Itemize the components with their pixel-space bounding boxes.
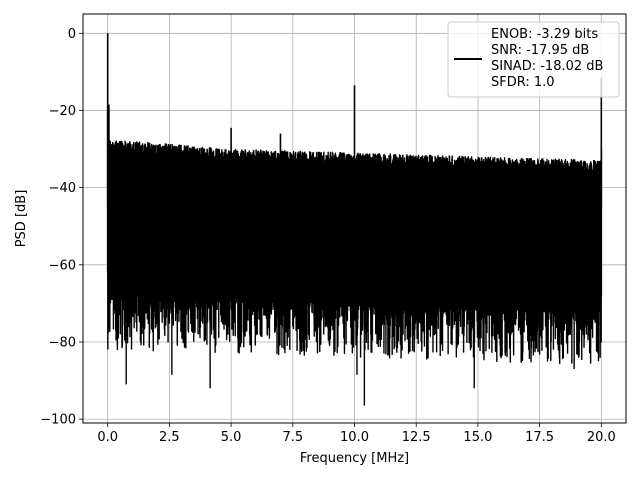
x-tick-label: 12.5 <box>402 430 431 445</box>
x-tick-label: 20.0 <box>587 430 616 445</box>
legend-entry: SFDR: 1.0 <box>491 75 555 90</box>
plot-area <box>106 33 603 406</box>
legend-entry: ENOB: -3.29 bits <box>491 27 598 42</box>
y-tick-label: −80 <box>49 335 76 350</box>
y-tick-label: −60 <box>49 258 76 273</box>
legend-entry: SNR: -17.95 dB <box>491 43 589 58</box>
x-axis-label: Frequency [MHz] <box>300 451 409 466</box>
y-tick-label: −40 <box>49 181 76 196</box>
x-tick-label: 10.0 <box>340 430 369 445</box>
x-tick-label: 15.0 <box>463 430 492 445</box>
y-tick-label: −100 <box>40 413 76 428</box>
x-tick-label: 2.5 <box>159 430 180 445</box>
x-tick-label: 0.0 <box>97 430 118 445</box>
y-axis-ticks: 0 −20 −40 −60 −80 −100 <box>40 27 83 428</box>
x-tick-label: 5.0 <box>221 430 242 445</box>
legend-box <box>447 21 620 98</box>
x-axis-ticks: 0.0 2.5 5.0 7.5 10.0 12.5 15.0 17.5 20.0 <box>97 423 616 445</box>
x-tick-label: 17.5 <box>525 430 554 445</box>
y-axis-label: PSD [dB] <box>14 190 29 248</box>
x-tick-label: 7.5 <box>282 430 303 445</box>
legend-entry: SINAD: -18.02 dB <box>491 59 603 74</box>
y-tick-label: 0 <box>68 27 76 42</box>
y-tick-label: −20 <box>49 104 76 119</box>
